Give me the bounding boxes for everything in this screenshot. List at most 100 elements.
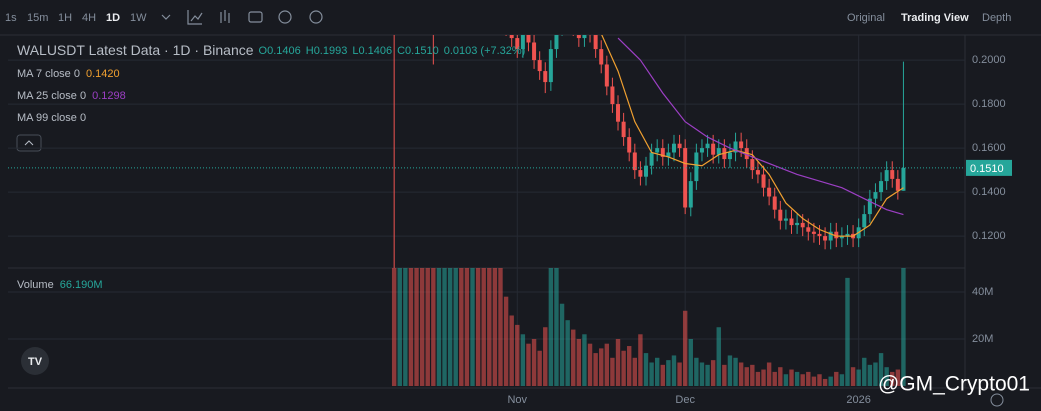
candle-body — [895, 178, 900, 191]
candle-body — [862, 214, 867, 228]
candle-body — [660, 148, 665, 157]
volume-bar — [604, 343, 610, 386]
ohlc-value: O0.1406 — [259, 45, 301, 57]
x-tick-label: Nov — [507, 394, 527, 406]
volume-bar — [890, 371, 895, 386]
candle-body — [671, 143, 676, 153]
candle-body — [638, 170, 643, 177]
candle-body — [806, 227, 811, 232]
candle-body — [666, 152, 671, 157]
interval-button[interactable]: 1H — [58, 12, 72, 24]
volume-bar — [654, 357, 660, 386]
candle-body — [733, 141, 738, 153]
volume-bar — [459, 268, 464, 386]
candle-body — [532, 42, 537, 61]
volume-bar — [548, 268, 554, 386]
last-price-label: 0.1510 — [970, 163, 1004, 175]
volume-tick-label: 20M — [972, 333, 993, 345]
volume-bar — [884, 367, 889, 386]
candle-body — [627, 137, 632, 153]
add-icon[interactable] — [278, 10, 292, 24]
candle-body — [839, 236, 844, 239]
ma-legend: MA 99 close 0 — [17, 112, 86, 124]
volume-bar — [436, 268, 442, 386]
interval-button[interactable]: 1W — [130, 12, 147, 24]
interval-button[interactable]: 4H — [82, 12, 96, 24]
interval-button[interactable]: 15m — [27, 12, 48, 24]
x-tick-label: 2026 — [846, 394, 870, 406]
candle-body — [755, 170, 760, 175]
volume-bar — [526, 343, 531, 386]
volume-bar — [750, 364, 755, 386]
volume-bar — [822, 378, 828, 386]
volume-value: 66.190M — [60, 279, 103, 291]
volume-bar — [571, 329, 576, 386]
candle-body — [901, 167, 906, 191]
volume-bar — [806, 371, 811, 386]
candle-body — [873, 192, 878, 199]
candle-body — [699, 148, 704, 153]
candle-body — [520, 35, 525, 50]
volume-bar — [722, 364, 727, 386]
volume-bar — [599, 348, 604, 386]
volume-bar — [733, 357, 738, 386]
dropdown-icon[interactable] — [161, 14, 171, 20]
view-tab[interactable]: Depth — [982, 12, 1011, 24]
candle-body — [789, 218, 794, 226]
volume-pane — [391, 268, 906, 386]
volume-bar — [682, 310, 688, 386]
volume-bar — [727, 355, 733, 386]
volume-bar — [761, 369, 766, 386]
view-tab[interactable]: Original — [847, 12, 885, 24]
ma-value: 0.1298 — [92, 90, 126, 102]
camera-icon[interactable] — [248, 11, 263, 23]
candle-body — [632, 152, 637, 171]
volume-bar — [643, 353, 649, 386]
volume-bar — [856, 369, 861, 386]
view-tab[interactable]: Trading View — [901, 12, 969, 24]
candle-body — [783, 218, 788, 221]
volume-bar — [716, 327, 721, 386]
settings-icon[interactable] — [309, 10, 323, 24]
volume-bar — [677, 362, 682, 386]
y-tick-label: 0.1200 — [972, 230, 1006, 242]
candle-body — [823, 236, 828, 241]
volume-bar — [867, 364, 873, 386]
volume-bar — [419, 268, 425, 386]
candle-body — [683, 148, 688, 208]
candle-body — [867, 198, 872, 215]
indicator-icon[interactable] — [187, 10, 203, 25]
volume-bar — [403, 268, 408, 386]
candle-body — [879, 181, 884, 193]
candle-body — [711, 143, 716, 155]
volume-bar — [738, 362, 744, 386]
toolbar-icons — [161, 10, 323, 25]
ohlc-value: L0.1406 — [352, 45, 392, 57]
volume-bar — [873, 362, 878, 386]
candle-body — [604, 64, 609, 87]
candle-body — [537, 60, 542, 72]
volume-bar — [453, 268, 458, 386]
candle-body — [811, 231, 816, 234]
settings-icon[interactable] — [990, 393, 1004, 407]
candle-body — [795, 222, 800, 226]
volume-bar — [425, 268, 430, 386]
volume-bar — [755, 371, 761, 386]
volume-bar — [694, 357, 699, 386]
volume-bar — [593, 353, 598, 386]
volume-bar — [901, 268, 906, 386]
ma-line — [601, 35, 904, 237]
candle-icon[interactable] — [220, 10, 230, 23]
interval-button[interactable]: 1s — [5, 12, 17, 24]
collapse-button[interactable] — [16, 134, 42, 152]
volume-bar — [783, 374, 789, 386]
x-tick-label: Dec — [675, 394, 695, 406]
candle-body — [677, 143, 682, 149]
interval-button[interactable]: 1D — [106, 12, 120, 24]
volume-bar — [391, 268, 397, 386]
candle-body — [890, 170, 895, 179]
volume-bar — [638, 334, 643, 386]
volume-bar — [800, 374, 805, 386]
